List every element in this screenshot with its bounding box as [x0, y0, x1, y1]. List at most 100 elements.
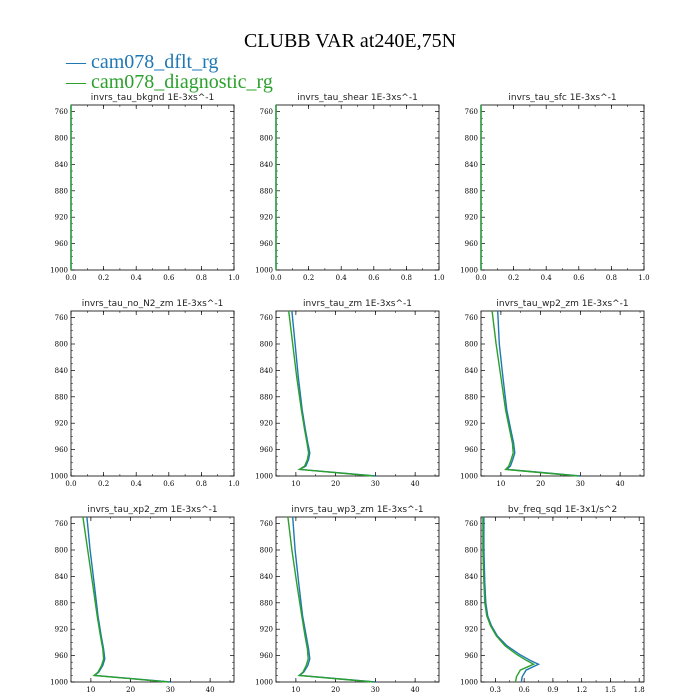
- plot-frame: [480, 310, 645, 477]
- x-tick-label: 0.4: [131, 274, 143, 282]
- x-tick-label: 1.0: [228, 274, 239, 282]
- y-tick-label: 760: [260, 520, 273, 528]
- y-tick-label: 760: [260, 314, 273, 322]
- plot-frame: [275, 104, 440, 271]
- x-tick-label: 20: [126, 686, 135, 694]
- y-tick-label: 960: [465, 446, 478, 454]
- x-tick-label: 40: [616, 480, 625, 488]
- x-tick-label: 0.6: [573, 274, 585, 282]
- x-tick-label: 0.8: [606, 274, 617, 282]
- y-tick-label: 760: [465, 108, 478, 116]
- subplot-9: bv_freq_sqd 1E-3x1/s^2 760 800 840 880 920 960…: [460, 505, 645, 694]
- subplot-2: invrs_tau_shear 1E-3xs^-1 760 800 840 880 920…: [255, 93, 444, 282]
- y-tick-label: 840: [260, 161, 273, 169]
- series-line-cam078_dflt_rg: [483, 517, 541, 683]
- x-tick-label: 20: [536, 480, 545, 488]
- series-line-cam078_diagnostic_rg: [287, 516, 374, 683]
- subplot-7: invrs_tau_xp2_zm 1E-3xs^-1 760 800 840 880 92…: [50, 505, 235, 694]
- x-tick-label: 0.3: [490, 686, 501, 694]
- y-tick-label: 800: [260, 341, 273, 349]
- x-tick-label: 10: [86, 686, 95, 694]
- subplot-title: invrs_tau_shear 1E-3xs^-1: [297, 93, 418, 103]
- subplot-title: invrs_tau_no_N2_zm 1E-3xs^-1: [82, 299, 224, 309]
- x-tick-label: 0.2: [98, 274, 109, 282]
- y-tick-label: 760: [55, 314, 68, 322]
- y-tick-label: 760: [55, 108, 68, 116]
- x-tick-label: 40: [411, 480, 420, 488]
- y-tick-label: 760: [465, 520, 478, 528]
- plot-frame: [70, 310, 235, 477]
- x-tick-label: 30: [371, 480, 380, 488]
- x-tick-label: 0.0: [65, 480, 76, 488]
- y-tick-label: 920: [55, 420, 68, 428]
- y-tick-label: 800: [260, 547, 273, 555]
- y-tick-label: 760: [465, 314, 478, 322]
- subplot-title: invrs_tau_wp2_zm 1E-3xs^-1: [496, 299, 628, 309]
- y-tick-label: 1000: [255, 679, 273, 687]
- subplot-title: invrs_tau_bkgnd 1E-3xs^-1: [91, 93, 215, 103]
- x-tick-label: 1.2: [576, 686, 587, 694]
- x-tick-label: 20: [331, 480, 340, 488]
- y-tick-label: 1000: [460, 679, 478, 687]
- x-tick-label: 0.4: [336, 274, 348, 282]
- subplot-title: invrs_tau_wp3_zm 1E-3xs^-1: [291, 505, 423, 515]
- x-tick-label: 0.6: [163, 274, 175, 282]
- y-tick-label: 960: [465, 240, 478, 248]
- y-tick-label: 920: [465, 214, 478, 222]
- y-tick-label: 880: [260, 393, 273, 401]
- x-tick-label: 0.2: [303, 274, 314, 282]
- plot-frame: [70, 516, 235, 683]
- y-tick-label: 800: [465, 135, 478, 143]
- y-tick-label: 1000: [50, 267, 68, 275]
- y-tick-label: 880: [465, 187, 478, 195]
- legend-label-diagnostic: cam078_diagnostic_rg: [91, 71, 273, 93]
- x-tick-label: 0.0: [475, 274, 486, 282]
- series-line-cam078_diagnostic_rg: [491, 310, 579, 477]
- y-tick-label: 760: [55, 520, 68, 528]
- x-tick-label: 0.8: [196, 274, 207, 282]
- y-tick-label: 1000: [255, 267, 273, 275]
- legend-label-dflt: cam078_dflt_rg: [91, 51, 219, 73]
- series-line-cam078_dflt_rg: [86, 516, 171, 683]
- y-tick-label: 880: [55, 599, 68, 607]
- series-line-cam078_diagnostic_rg: [82, 516, 169, 683]
- x-tick-label: 0.8: [196, 480, 207, 488]
- y-tick-label: 800: [260, 135, 273, 143]
- subplot-title: bv_freq_sqd 1E-3x1/s^2: [508, 505, 617, 515]
- series-line-cam078_dflt_rg: [497, 310, 581, 477]
- y-tick-label: 920: [260, 626, 273, 634]
- x-tick-label: 30: [166, 686, 175, 694]
- y-tick-label: 1000: [460, 473, 478, 481]
- subplot-title: invrs_tau_xp2_zm 1E-3xs^-1: [87, 505, 217, 515]
- x-tick-label: 1.0: [433, 274, 444, 282]
- series-line-cam078_diagnostic_rg: [288, 310, 374, 477]
- x-tick-label: 10: [291, 480, 300, 488]
- y-tick-label: 920: [55, 626, 68, 634]
- plot-frame: [275, 310, 440, 477]
- y-tick-label: 840: [55, 161, 68, 169]
- y-tick-label: 760: [260, 108, 273, 116]
- y-tick-label: 840: [55, 573, 68, 581]
- plot-frame: [70, 104, 235, 271]
- y-tick-label: 880: [55, 393, 68, 401]
- y-tick-label: 1000: [255, 473, 273, 481]
- y-tick-label: 800: [55, 341, 68, 349]
- x-tick-label: 0.4: [541, 274, 553, 282]
- series-line-cam078_dflt_rg: [291, 310, 376, 477]
- y-tick-label: 800: [55, 135, 68, 143]
- y-tick-label: 1000: [50, 679, 68, 687]
- subplot-1: invrs_tau_bkgnd 1E-3xs^-1 760 800 840 880 920…: [50, 93, 239, 282]
- x-tick-label: 0.2: [508, 274, 519, 282]
- y-tick-label: 960: [465, 652, 478, 660]
- y-tick-label: 840: [465, 573, 478, 581]
- y-tick-label: 920: [55, 214, 68, 222]
- x-tick-label: 30: [371, 686, 380, 694]
- x-tick-label: 0.6: [368, 274, 380, 282]
- y-tick-label: 800: [465, 547, 478, 555]
- legend: — cam078_dflt_rg — cam078_diagnostic_rg: [66, 52, 273, 92]
- x-tick-label: 0.0: [270, 274, 281, 282]
- x-tick-label: 1.0: [638, 274, 649, 282]
- y-tick-label: 800: [55, 547, 68, 555]
- y-tick-label: 960: [260, 652, 273, 660]
- x-tick-label: 10: [496, 480, 505, 488]
